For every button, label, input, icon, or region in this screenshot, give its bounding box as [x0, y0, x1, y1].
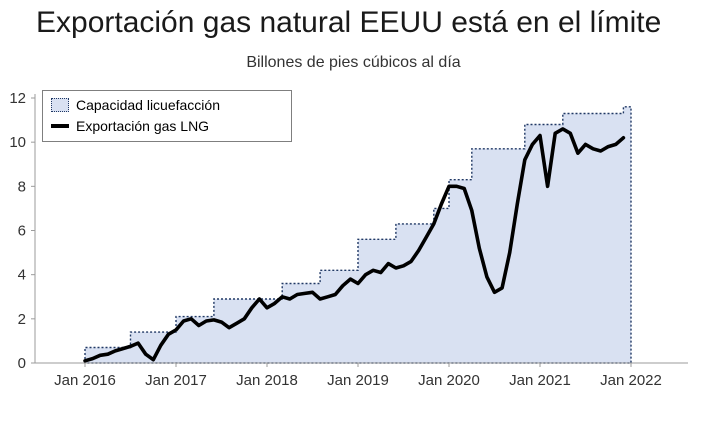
x-tick-label: Jan 2021: [509, 372, 571, 389]
y-tick-label: 12: [9, 90, 26, 107]
y-tick-label: 4: [18, 267, 26, 284]
legend-label-capacity: Capacidad licuefacción: [76, 97, 220, 113]
chart-subtitle: Billones de pies cúbicos al día: [246, 54, 461, 71]
y-tick-label: 2: [18, 311, 26, 328]
legend-label-lng-export: Exportación gas LNG: [76, 118, 210, 134]
x-tick-label: Jan 2019: [327, 372, 389, 389]
x-tick-label: Jan 2020: [418, 372, 480, 389]
y-tick-label: 8: [18, 178, 26, 195]
x-tick-label: Jan 2017: [145, 372, 207, 389]
x-tick-label: Jan 2016: [54, 372, 116, 389]
legend-item-capacity: Capacidad licuefacción: [51, 97, 283, 113]
y-tick-label: 10: [9, 134, 26, 151]
y-tick-label: 6: [18, 223, 26, 240]
chart-legend: Capacidad licuefacción Exportación gas L…: [42, 90, 292, 142]
lng-export-line: [83, 127, 626, 363]
x-tick-label: Jan 2022: [600, 372, 662, 389]
capacity-step-area: [84, 106, 632, 364]
legend-item-lng-export: Exportación gas LNG: [51, 118, 283, 134]
capacity-area-swatch-icon: [51, 98, 69, 112]
chart-title: Exportación gas natural EEUU está en el …: [36, 6, 662, 39]
lng-line-swatch-icon: [51, 124, 69, 128]
y-tick-label: 0: [18, 355, 26, 372]
x-tick-label: Jan 2018: [236, 372, 298, 389]
